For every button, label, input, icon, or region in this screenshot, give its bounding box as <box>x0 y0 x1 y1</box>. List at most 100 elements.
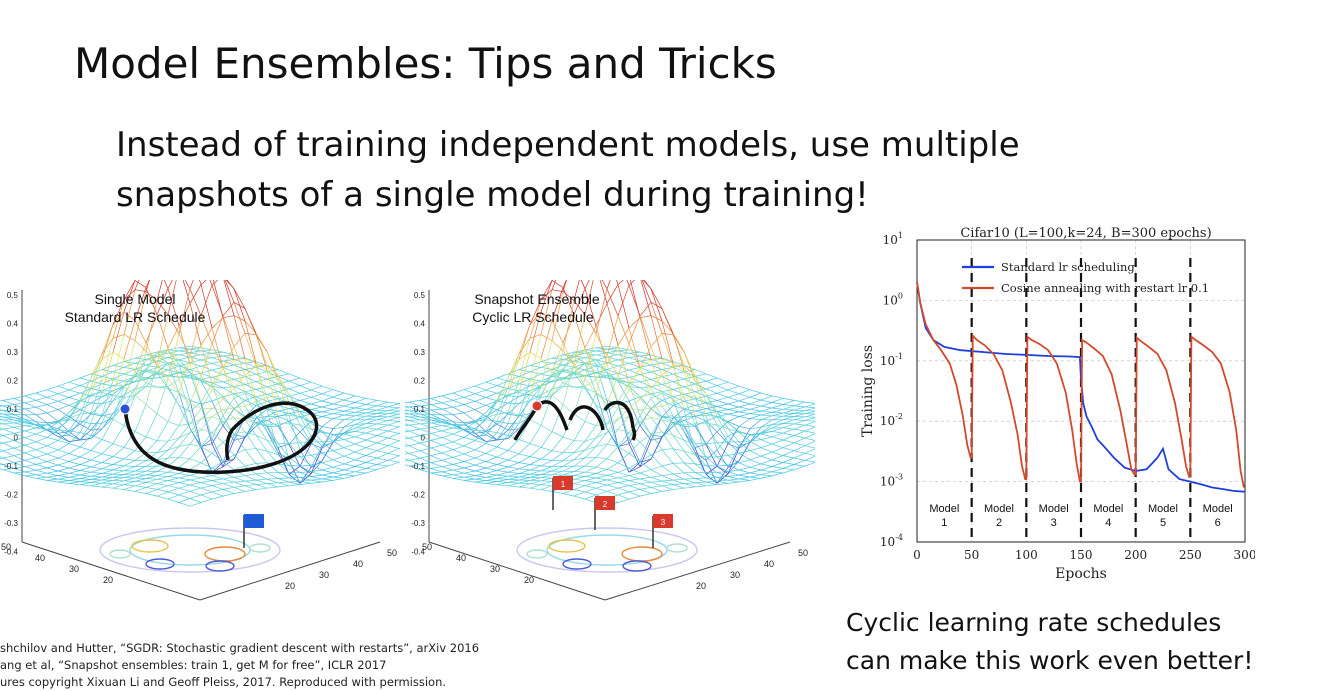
surface-left-label-2: Standard LR Schedule <box>65 309 206 325</box>
start-point-marker <box>532 401 542 411</box>
model-label: Model 5 <box>1145 500 1181 530</box>
axis-tick-label: 30 <box>490 564 500 574</box>
axis-tick-label: 50 <box>422 542 432 552</box>
legend-label: Standard lr scheduling <box>1001 260 1135 274</box>
x-tick-label: 0 <box>913 548 921 562</box>
x-tick-label: 150 <box>1070 548 1093 562</box>
axis-tick-label: 30 <box>69 564 79 574</box>
x-tick-label: 100 <box>1015 548 1038 562</box>
surface-left-label-1: Single Model <box>95 291 176 307</box>
svg-text:5: 5 <box>1160 517 1166 529</box>
reference-1: shchilov and Hutter, “SGDR: Stochastic g… <box>0 640 560 657</box>
axis-tick-label: 50 <box>1 542 11 552</box>
svg-text:2: 2 <box>996 517 1002 529</box>
caption-line-2: can make this work even better! <box>846 642 1316 680</box>
axis-tick-label: 40 <box>353 559 363 569</box>
svg-text:4: 4 <box>1105 517 1111 529</box>
axis-tick-label: 40 <box>456 553 466 563</box>
surface-right-contours <box>517 528 697 572</box>
caption-line-1: Cyclic learning rate schedules <box>846 604 1316 642</box>
red-flag-icon: 1 <box>553 476 573 510</box>
training-loss-chart: Model 1 Model 2 Model 3 Model 4 Model 5 Model 6 0 50 1… <box>850 226 1255 595</box>
model-label: Model 4 <box>1090 500 1126 530</box>
axis-tick-label: 50 <box>798 548 808 558</box>
y-tick-label: 10-2 <box>880 412 903 428</box>
svg-text:Model: Model <box>984 503 1014 515</box>
x-axis-label: Epochs <box>1055 566 1107 582</box>
x-tick-label: 200 <box>1124 548 1147 562</box>
svg-text:1: 1 <box>941 517 947 529</box>
reference-2: ang et al, “Snapshot ensembles: train 1,… <box>0 657 560 674</box>
axis-tick-label: 20 <box>696 581 706 591</box>
surface-right-label-2: Cyclic LR Schedule <box>472 309 594 325</box>
blue-flag-icon <box>244 514 264 548</box>
slide-subtitle: Instead of training independent models, … <box>116 120 1166 220</box>
axis-tick-label: 40 <box>35 553 45 563</box>
z-tick-label: 0.5 <box>414 291 426 300</box>
svg-text:Model: Model <box>1203 503 1233 515</box>
model-label: Model 1 <box>926 500 962 530</box>
svg-text:Model: Model <box>1093 503 1123 515</box>
axis-tick-label: 20 <box>285 581 295 591</box>
subtitle-line-1: Instead of training independent models, … <box>116 120 1166 170</box>
z-tick-label: -0.2 <box>411 491 425 500</box>
surface-right-mesh <box>405 280 815 506</box>
y-tick-label: 10-1 <box>880 352 903 368</box>
subtitle-line-2: snapshots of a single model during train… <box>116 170 1166 220</box>
axis-tick-label: 30 <box>319 570 329 580</box>
axis-tick-label: 40 <box>764 559 774 569</box>
z-tick-label: -0.3 <box>411 519 425 528</box>
svg-text:6: 6 <box>1215 517 1221 529</box>
z-tick-label: 0.4 <box>414 320 426 329</box>
x-tick-label: 50 <box>964 548 979 562</box>
legend-label: Cosine annealing with restart lr 0.1 <box>1001 281 1209 295</box>
svg-text:Model: Model <box>929 503 959 515</box>
axis-tick-label: 20 <box>524 575 534 585</box>
caption: Cyclic learning rate schedules can make … <box>846 604 1316 680</box>
red-flag-icon: 2 <box>595 496 615 530</box>
y-axis-label: Training loss <box>860 345 876 437</box>
x-tick-label: 300 <box>1234 548 1255 562</box>
surface-plot-snapshot-ensemble: 1 2 3 Snapshot Ensemble Cyclic LR Schedule… <box>405 280 815 610</box>
z-tick-label: -0.2 <box>4 491 18 500</box>
svg-text:Model: Model <box>1039 503 1069 515</box>
z-tick-label: -0.1 <box>411 462 425 471</box>
axis-tick-label: 30 <box>730 570 740 580</box>
z-tick-label: 0.2 <box>7 377 19 386</box>
z-tick-label: 0.1 <box>414 405 426 414</box>
reference-3: ures copyright Xixuan Li and Geoff Pleis… <box>0 674 560 691</box>
svg-text:Model: Model <box>1148 503 1178 515</box>
surface-right-label-1: Snapshot Ensemble <box>474 291 600 307</box>
surface-plot-single-model: Single Model Standard LR Schedule 0.5 0.4… <box>0 280 400 610</box>
slide-title-rest: Tips and Tricks <box>455 39 776 88</box>
model-label: Model 3 <box>1036 500 1072 530</box>
references: shchilov and Hutter, “SGDR: Stochastic g… <box>0 640 560 691</box>
z-tick-label: 0.3 <box>414 348 426 357</box>
z-tick-label: -0.3 <box>4 519 18 528</box>
z-tick-label: 0 <box>14 434 19 443</box>
z-tick-label: 0.3 <box>7 348 19 357</box>
y-tick-label: 10-3 <box>880 473 903 489</box>
model-label: Model 2 <box>981 500 1017 530</box>
z-tick-label: 0.5 <box>7 291 19 300</box>
chart-legend: Standard lr scheduling Cosine annealing w… <box>962 260 1209 295</box>
z-tick-label: 0 <box>421 434 426 443</box>
slide-title-bold: Model Ensembles: <box>74 39 455 88</box>
start-point-marker <box>120 404 130 414</box>
y-tick-label: 10-4 <box>880 533 903 549</box>
svg-text:3: 3 <box>1051 517 1057 529</box>
chart-title: Cifar10 (L=100,k=24, B=300 epochs) <box>960 226 1211 241</box>
y-tick-label: 100 <box>883 291 903 307</box>
flag-number: 3 <box>661 518 666 527</box>
model-label: Model 6 <box>1200 500 1236 530</box>
flag-number: 2 <box>603 500 608 509</box>
axis-tick-label: 20 <box>103 575 113 585</box>
x-tick-label: 250 <box>1179 548 1202 562</box>
z-tick-label: 0.1 <box>7 405 19 414</box>
flag-number: 1 <box>561 480 566 489</box>
axis-tick-label: 50 <box>387 548 397 558</box>
z-tick-label: -0.1 <box>4 462 18 471</box>
surface-left-contours <box>100 528 280 572</box>
slide-title: Model Ensembles: Tips and Tricks <box>74 38 777 90</box>
z-tick-label: 0.4 <box>7 320 19 329</box>
